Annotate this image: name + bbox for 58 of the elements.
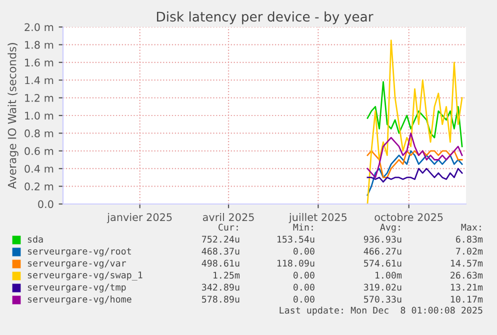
text: 0.00 [294,284,314,291]
text: 570.33u [364,296,402,303]
y-tick-label: 1.6 m [25,58,54,67]
chart-title: Disk latency per device - by year [156,11,374,24]
text: Max: [461,224,481,231]
text: 319.02u [364,284,402,291]
y-tick-label: 1.2 m [25,94,54,102]
line-series [366,150,463,178]
text: Cur: [218,224,238,231]
legend-label: sda [28,236,43,243]
text: 498.61u [202,260,240,267]
text: Min: [293,224,313,231]
legend-label: serveurgare-vg/var [28,260,126,268]
text: 0.00 [294,272,314,279]
text: 6.83m [456,236,483,243]
text: 1.25m [214,272,240,279]
text: 342.89u [202,284,240,291]
y-tick-label: 1.4 m [25,76,54,84]
y-tick-label: 1.8 m [25,40,54,49]
text: 153.54u [277,236,314,243]
legend-label: serveurgare-vg/root [28,248,131,256]
y-tick-label: 1.0 m [25,112,54,120]
line-series [366,132,463,178]
line-series [366,150,463,196]
text: 752.24u [202,236,240,243]
text: 0.00 [294,296,314,303]
text: 574.61u [364,260,402,267]
text: 0.00 [294,248,314,255]
y-tick-label: 2.0 m [24,23,54,32]
y-tick-label: 0.0 [38,200,54,208]
legend-label: serveurgare-vg/home [28,296,132,304]
line-series [366,40,463,204]
text: 14.57m [450,260,483,267]
legend-label: serveurgare-vg/tmp [28,284,126,292]
y-tick-label: 0.2 m [24,182,54,190]
text: 118.09u [277,260,314,267]
text: 468.37u [202,248,240,255]
text: 13.21m [450,284,483,291]
text: 26.63m [450,272,483,279]
line-series [366,168,463,183]
text: Last update: Mon Dec 8 01:00:08 2025 [280,306,482,316]
y-axis-title: Average IO Wait (seconds) [8,43,18,189]
text: 7.02m [456,248,483,255]
x-tick-label: juillet 2025 [288,213,347,224]
text: 466.27u [364,248,402,255]
x-tick-label: octobre 2025 [374,213,443,222]
x-tick-label: avril 2025 [202,213,254,222]
text: 936.93u [364,236,402,243]
y-tick-label: 0.6 m [24,147,54,156]
legend-label: serveurgare-vg/swap_1 [28,272,142,280]
y-tick-label: 0.4 m [24,164,54,173]
text: 1.00m [376,272,402,279]
text: Avg: [380,224,400,232]
text: 578.89u [202,296,240,303]
x-tick-label: janvier 2025 [106,213,172,224]
line-series [366,81,463,148]
y-tick-label: 0.8 m [24,129,54,138]
text: 10.17m [450,296,483,303]
